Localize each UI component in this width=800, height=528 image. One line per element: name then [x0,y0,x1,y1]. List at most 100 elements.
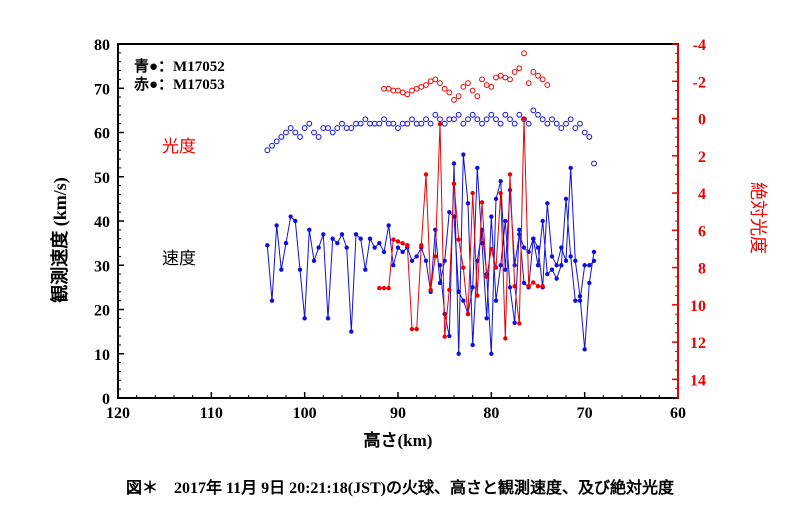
data-point [297,267,303,272]
data-point [493,196,499,202]
x-tick-label: 70 [577,405,593,422]
data-point [512,263,517,268]
data-point [559,263,564,268]
y-tick-label: 60 [94,126,110,143]
data-point [498,263,503,268]
data-point [325,316,331,321]
data-point [391,237,396,242]
data-point [502,74,509,81]
data-point [465,116,471,123]
y-tick-label: 40 [94,214,110,231]
data-point [441,85,448,92]
y-tick-label: 80 [94,37,110,54]
data-point [269,298,275,303]
data-point [433,227,438,233]
y2-tick-label: 0 [698,112,706,129]
legend-red: 赤●：M17053 [134,75,225,93]
data-point [349,329,354,334]
data-point [521,245,527,250]
y2-tick-label: 6 [698,223,706,240]
data-point [423,82,429,88]
data-point [526,284,531,289]
data-point [535,245,541,250]
annotation-brightness: 光度 [162,137,196,156]
data-point [405,243,410,248]
data-point [526,249,531,255]
data-point [316,245,321,250]
data-point [456,351,461,356]
data-point [469,111,476,118]
data-point [559,245,564,250]
data-point [568,254,573,259]
data-point [497,72,504,79]
data-point [563,258,569,264]
data-point [512,320,517,325]
data-point [446,116,453,123]
annotation-speed: 速度 [162,249,196,268]
data-point [568,165,573,171]
y-axis-left: 0 10 20 30 40 50 60 70 80 [94,37,124,408]
data-point [297,134,303,140]
data-point [418,120,425,127]
data-point [409,326,415,332]
series-0 [265,165,597,334]
data-point [507,76,513,83]
data-point [447,333,452,339]
data-point [586,134,593,140]
data-point [582,347,587,352]
data-point [483,116,490,123]
data-point [423,116,429,123]
data-point [362,116,369,123]
data-point [554,276,559,281]
data-point [283,129,289,136]
data-point [367,120,373,127]
data-point [265,243,270,248]
data-point [572,125,579,131]
data-point [531,236,536,241]
data-point [330,236,335,241]
data-point [377,285,382,291]
y-axis-label: 観測速度 (km/s) [49,177,71,303]
data-point [437,121,443,127]
series-1 [437,152,597,356]
data-point [455,93,462,100]
data-point [535,111,541,118]
data-point [307,227,312,233]
y2-tick-label: -2 [693,74,706,91]
data-point [517,232,522,237]
data-point [385,120,392,127]
data-point [582,263,587,268]
data-point [451,181,457,186]
y-tick-label: 20 [94,303,110,320]
y-tick-label: 50 [94,170,110,187]
data-point [367,236,373,241]
data-point [409,258,415,264]
data-point [502,111,509,118]
data-point [283,240,289,246]
series-3 [377,116,545,341]
data-point [517,321,522,326]
data-point [427,120,434,127]
data-point [553,120,560,127]
data-point [554,263,559,268]
data-point [315,134,322,140]
data-point [400,241,405,246]
series-line [439,154,595,354]
data-point [567,116,574,123]
data-point [503,218,508,224]
data-point [414,254,419,259]
data-point [539,116,546,123]
data-point [540,284,545,289]
legend-blue: 青●：M17052 [134,57,225,75]
data-point [484,274,489,280]
data-point [479,120,485,127]
data-point [344,245,349,250]
data-point [288,214,293,219]
data-point [442,334,447,339]
series-2 [264,107,597,167]
data-point [447,287,452,293]
data-point [423,172,429,177]
data-point [461,152,466,157]
data-point [493,298,499,303]
data-point [577,120,583,127]
